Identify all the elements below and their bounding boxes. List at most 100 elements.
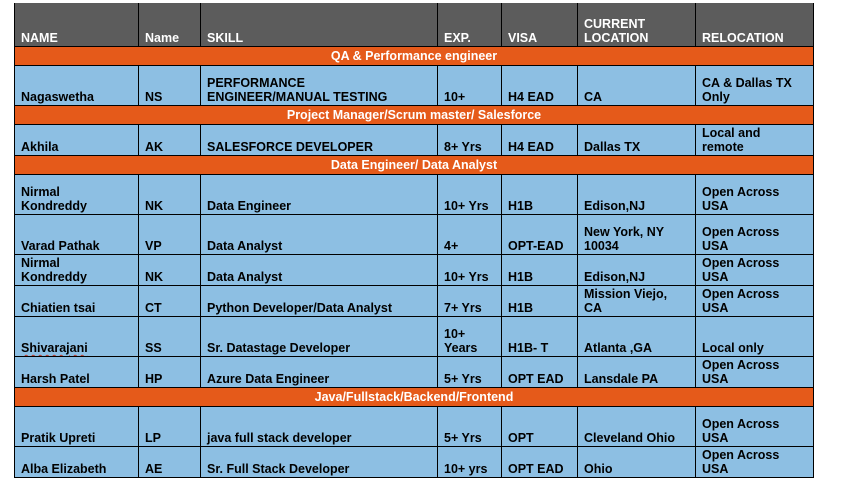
cell-exp: 10+ yrs [438,447,502,478]
cell-exp-text: 5+ Yrs [444,372,482,386]
cell-name-text: Nirmal Kondreddy [21,185,87,213]
cell-skill-text: Python Developer/Data Analyst [207,301,393,315]
table-row[interactable]: Pratik Upreti LP java full stack developer… [14,407,814,447]
cell-skill-text: Data Engineer [207,199,292,213]
cell-visa-text: H1B- T [508,341,549,355]
cell-initials-text: LP [145,431,161,445]
header-location-line2: LOCATION [584,31,649,45]
cell-name-text: Nagaswetha [21,90,94,104]
cell-location: New York, NY 10034 [578,215,696,255]
cell-name-text: Varad Pathak [21,239,100,253]
section-header: Project Manager/Scrum master/ Salesforce [14,106,814,125]
cell-name: Nirmal Kondreddy [14,255,139,286]
header-location-line1: CURRENT [584,17,646,31]
cell-location: Dallas TX [578,125,696,156]
cell-name-text: Nirmal Kondreddy [21,256,87,284]
cell-location-text: Lansdale PA [584,372,659,386]
cell-exp: 10+ Years [438,317,502,357]
cell-exp: 10+ [438,66,502,106]
table-row[interactable]: Nirmal Kondreddy NK Data Engineer 10+ Yrs H1… [14,175,814,215]
cell-location: Atlanta ,GA [578,317,696,357]
cell-initials: SS [139,317,201,357]
cell-location: Edison,NJ [578,255,696,286]
cell-initials: NK [139,175,201,215]
table-row[interactable]: Varad Pathak VP Data Analyst 4+ OPT-EAD New Y… [14,215,814,255]
cell-relocation: Open Across USA [696,255,814,286]
cell-skill: PERFORMANCE ENGINEER/MANUAL TESTING [201,66,438,106]
cell-initials: AK [139,125,201,156]
cell-skill-text: SALESFORCE DEVELOPER [207,140,373,154]
cell-visa-text: OPT EAD [508,372,564,386]
cell-name-text: Harsh Patel [21,372,90,386]
cell-initials: HP [139,357,201,388]
cell-exp-text: 7+ Yrs [444,301,482,315]
cell-relocation-text: CA & Dallas TX Only [702,76,792,104]
header-current-location: CURRENT LOCATION [578,3,696,47]
cell-visa-text: OPT [508,431,534,445]
cell-exp: 5+ Yrs [438,407,502,447]
cell-exp-text: 8+ Yrs [444,140,482,154]
cell-visa: H1B [502,255,578,286]
header-visa-text: VISA [508,31,538,45]
section-header: Data Engineer/ Data Analyst [14,156,814,175]
cell-skill: SALESFORCE DEVELOPER [201,125,438,156]
cell-location-text: Edison,NJ [584,270,646,284]
cell-skill: Sr. Datastage Developer [201,317,438,357]
cell-relocation: Open Across USA [696,215,814,255]
cell-skill: Data Analyst [201,215,438,255]
cell-location: Cleveland Ohio [578,407,696,447]
cell-relocation-text: Open Across USA [702,417,780,445]
cell-name: Harsh Patel [14,357,139,388]
header-experience-text: EXP. [444,31,471,45]
cell-visa-text: H4 EAD [508,90,554,104]
cell-exp: 7+ Yrs [438,286,502,317]
cell-location: Edison,NJ [578,175,696,215]
cell-relocation-text: Open Across USA [702,185,780,213]
header-name: NAME [14,3,139,47]
cell-skill-text: java full stack developer [207,431,352,445]
cell-location-text: Dallas TX [584,140,641,154]
cell-skill: Azure Data Engineer [201,357,438,388]
cell-name-text: Alba Elizabeth [21,462,107,476]
cell-skill-text: Sr. Full Stack Developer [207,462,350,476]
cell-initials-text: AE [145,462,163,476]
cell-initials-text: VP [145,239,162,253]
cell-name: Varad Pathak [14,215,139,255]
cell-relocation: Local and remote [696,125,814,156]
cell-location: CA [578,66,696,106]
table-row[interactable]: Alba Elizabeth AE Sr. Full Stack Developer… [14,447,814,478]
cell-skill: java full stack developer [201,407,438,447]
header-initials-text: Name [145,31,180,45]
cell-location-text: CA [584,90,603,104]
cell-name-text: Akhila [21,140,59,154]
cell-visa: H1B- T [502,317,578,357]
table-row[interactable]: Harsh Patel HP Azure Data Engineer 5+ Yrs OP… [14,357,814,388]
cell-relocation-text: Open Across USA [702,448,780,476]
cell-location: Ohio [578,447,696,478]
cell-relocation: Open Across USA [696,175,814,215]
cell-relocation-text: Local and remote [702,126,761,154]
table-row[interactable]: Chiatien tsai CT Python Developer/Data Ana… [14,286,814,317]
table-row[interactable]: Nagaswetha NS PERFORMANCE ENGINEER/MANUAL … [14,66,814,106]
cell-skill: Data Analyst [201,255,438,286]
table-row[interactable]: Shivarajani SS Sr. Datastage Developer 10+ … [14,317,814,357]
cell-skill-text: Data Analyst [207,270,283,284]
cell-exp-text: 10+ [444,90,466,104]
cell-name: Chiatien tsai [14,286,139,317]
cell-skill: Sr. Full Stack Developer [201,447,438,478]
cell-relocation: Open Across USA [696,357,814,388]
cell-visa: H1B [502,286,578,317]
table-row[interactable]: Akhila AK SALESFORCE DEVELOPER 8+ Yrs H4 EAD… [14,125,814,156]
cell-visa-text: OPT-EAD [508,239,564,253]
cell-skill-text: Data Analyst [207,239,283,253]
header-skill: SKILL [201,3,438,47]
cell-initials-text: AK [145,140,164,154]
cell-exp-text: 4+ [444,239,459,253]
cell-relocation: Local only [696,317,814,357]
cell-skill: Data Engineer [201,175,438,215]
cell-location-text: Mission Viejo, CA [584,287,668,315]
cell-visa-text: H4 EAD [508,140,554,154]
cell-name: Akhila [14,125,139,156]
table-row[interactable]: Nirmal Kondreddy NK Data Analyst 10+ Yrs H1B… [14,255,814,286]
cell-relocation-text: Open Across USA [702,287,780,315]
